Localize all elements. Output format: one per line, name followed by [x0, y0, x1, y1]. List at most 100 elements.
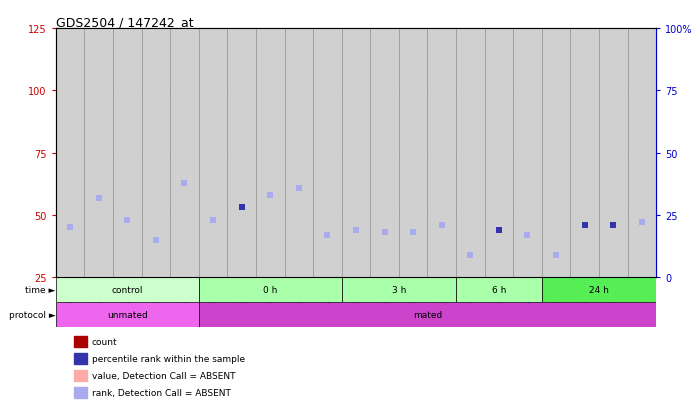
Bar: [119, 225, 136, 340]
Text: GSM112971: GSM112971: [581, 282, 588, 325]
Bar: [199, 302, 656, 328]
Text: GDS2504 / 147242_at: GDS2504 / 147242_at: [56, 16, 193, 29]
Text: GSM112964: GSM112964: [439, 282, 445, 325]
Bar: [142, 29, 170, 278]
Point: [493, 227, 505, 234]
Text: GSM112950: GSM112950: [325, 282, 330, 325]
Bar: [599, 29, 628, 278]
Bar: [228, 29, 256, 278]
Bar: [74, 336, 87, 347]
Text: value, Detection Call = ABSENT: value, Detection Call = ABSENT: [92, 371, 235, 380]
Bar: [376, 198, 393, 340]
Bar: [238, 201, 246, 340]
Text: 6 h: 6 h: [491, 285, 506, 294]
Bar: [628, 29, 656, 278]
Text: percentile rank within the sample: percentile rank within the sample: [92, 354, 245, 363]
Text: 0 h: 0 h: [263, 285, 277, 294]
Bar: [490, 223, 507, 340]
Bar: [462, 223, 479, 340]
Bar: [147, 265, 165, 340]
Bar: [547, 211, 565, 340]
Point: [579, 222, 591, 229]
Bar: [199, 29, 228, 278]
Bar: [581, 173, 588, 340]
Bar: [348, 173, 364, 340]
Bar: [513, 29, 542, 278]
Bar: [399, 29, 427, 278]
Point: [207, 217, 218, 224]
Bar: [90, 131, 107, 340]
Bar: [576, 121, 593, 340]
Text: GSM112931: GSM112931: [67, 282, 73, 325]
Text: GSM112952: GSM112952: [353, 282, 359, 325]
Text: GSM112972: GSM112972: [610, 282, 616, 325]
Bar: [342, 29, 370, 278]
Bar: [484, 29, 513, 278]
Text: count: count: [92, 337, 117, 346]
Point: [236, 205, 247, 211]
Bar: [342, 278, 456, 302]
Point: [379, 230, 390, 236]
Bar: [542, 278, 656, 302]
Bar: [205, 243, 222, 340]
Bar: [262, 138, 279, 340]
Bar: [427, 29, 456, 278]
Point: [265, 192, 276, 199]
Bar: [74, 387, 87, 398]
Point: [436, 222, 447, 229]
Text: GSM112947: GSM112947: [239, 282, 244, 325]
Bar: [199, 278, 342, 302]
Text: GSM112949: GSM112949: [296, 282, 302, 325]
Bar: [285, 29, 313, 278]
Text: GSM112935: GSM112935: [96, 282, 102, 325]
Text: unmated: unmated: [107, 311, 148, 319]
Text: GSM112946: GSM112946: [210, 282, 216, 325]
Text: GSM112963: GSM112963: [410, 282, 416, 325]
Text: protocol ►: protocol ►: [9, 311, 56, 319]
Bar: [113, 29, 142, 278]
Bar: [176, 74, 193, 340]
Point: [522, 232, 533, 239]
Point: [408, 230, 419, 236]
Bar: [256, 29, 285, 278]
Point: [93, 195, 104, 201]
Bar: [233, 203, 250, 340]
Point: [322, 232, 333, 239]
Text: GSM112948: GSM112948: [267, 282, 273, 325]
Text: GSM112962: GSM112962: [382, 282, 387, 325]
Text: 24 h: 24 h: [589, 285, 609, 294]
Text: 3 h: 3 h: [392, 285, 406, 294]
Bar: [604, 121, 622, 340]
Bar: [170, 29, 199, 278]
Text: time ►: time ►: [25, 285, 56, 294]
Bar: [570, 29, 599, 278]
Text: GSM112968: GSM112968: [524, 282, 530, 325]
Text: GSM112965: GSM112965: [468, 282, 473, 325]
Bar: [319, 183, 336, 340]
Text: GSM112967: GSM112967: [496, 282, 502, 325]
Bar: [56, 29, 84, 278]
Text: GSM112942: GSM112942: [124, 282, 131, 325]
Point: [551, 252, 562, 259]
Bar: [495, 223, 503, 340]
Point: [150, 237, 161, 244]
Text: rank, Detection Call = ABSENT: rank, Detection Call = ABSENT: [92, 388, 231, 397]
Point: [637, 220, 648, 226]
Bar: [456, 278, 542, 302]
Text: GSM113345: GSM113345: [639, 282, 645, 325]
Point: [608, 222, 619, 229]
Bar: [61, 243, 79, 340]
Bar: [74, 370, 87, 381]
Bar: [290, 116, 307, 340]
Bar: [456, 29, 484, 278]
Point: [179, 180, 190, 186]
Bar: [542, 29, 570, 278]
Point: [64, 225, 75, 231]
Point: [121, 217, 133, 224]
Point: [465, 252, 476, 259]
Text: control: control: [112, 285, 143, 294]
Bar: [84, 29, 113, 278]
Bar: [370, 29, 399, 278]
Bar: [405, 198, 422, 340]
Text: GSM112943: GSM112943: [153, 282, 159, 325]
